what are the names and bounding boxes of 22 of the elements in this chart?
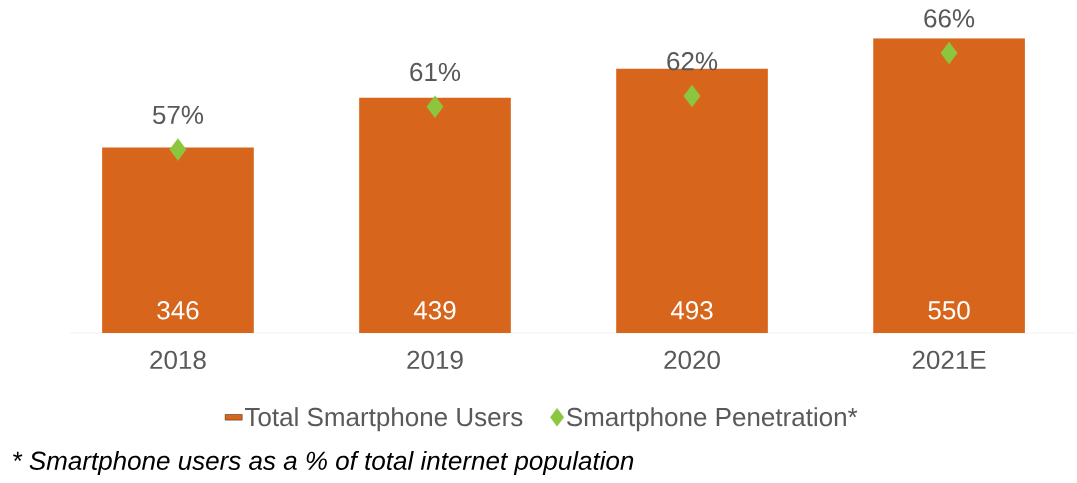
point [683, 84, 701, 108]
data-label: 66% [924, 9, 975, 28]
point [169, 138, 187, 161]
x-tick-label: 2019 [407, 350, 463, 370]
data-label: 493 [670, 301, 713, 320]
data-label: 62% [667, 52, 718, 71]
legend-label: Smartphone Penetration* [566, 407, 858, 432]
data-label: 57% [152, 105, 204, 125]
x-tick-label: 2018 [150, 350, 206, 370]
x-tick-label: 2021E [912, 350, 986, 370]
bar [359, 97, 511, 333]
data-label: 550 [928, 301, 970, 320]
legend-label: Total Smartphone Users [244, 407, 523, 432]
x-tick-label: 2020 [664, 350, 720, 370]
data-label: 61% [410, 62, 461, 82]
bar [102, 147, 254, 333]
point [940, 41, 958, 65]
bar [873, 38, 1025, 333]
text: * Smartphone users as a % of total internet population [13, 450, 634, 476]
data-label: 439 [413, 301, 456, 320]
data-label: 346 [157, 301, 199, 320]
point [426, 95, 444, 118]
